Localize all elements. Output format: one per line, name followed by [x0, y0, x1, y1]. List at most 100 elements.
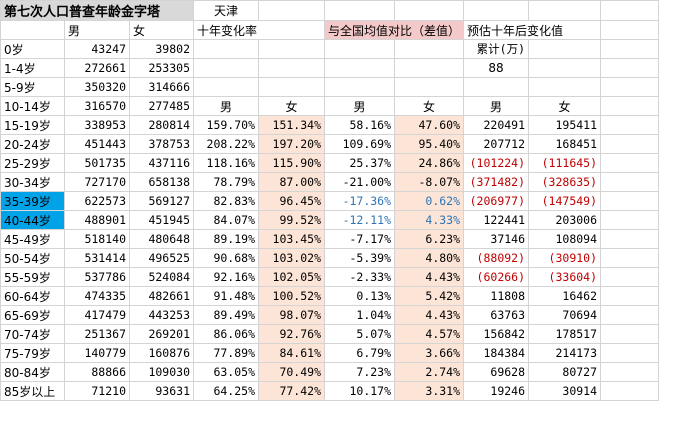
forecast-male-cell[interactable]: 88 [463, 58, 530, 78]
forecast-female-cell[interactable]: 80727 [528, 362, 602, 382]
male-count-cell[interactable]: 501735 [64, 153, 130, 173]
forecast-female-cell[interactable]: 168451 [528, 134, 602, 154]
female-count-cell[interactable]: 451945 [129, 210, 194, 230]
age-cell[interactable]: 5-9岁 [0, 77, 65, 97]
age-cell[interactable]: 55-59岁 [0, 267, 65, 287]
diff-female-cell[interactable]: 47.60% [394, 115, 465, 135]
male-count-cell[interactable]: 316570 [64, 96, 130, 116]
age-cell[interactable]: 40-44岁 [0, 210, 65, 230]
empty-cell[interactable] [600, 172, 660, 192]
change-female-cell[interactable]: 103.02% [258, 248, 325, 268]
forecast-male-cell[interactable]: 220491 [463, 115, 530, 135]
empty-cell[interactable] [600, 286, 660, 306]
change-female-cell[interactable]: 102.05% [258, 267, 325, 287]
change-female-cell[interactable]: 70.49% [258, 362, 325, 382]
male-count-cell[interactable]: 71210 [64, 381, 130, 401]
header-male[interactable]: 男 [64, 20, 130, 40]
change-female-cell[interactable]: 92.76% [258, 324, 325, 344]
empty-cell[interactable] [600, 362, 660, 382]
change-male-cell[interactable]: 91.48% [193, 286, 259, 306]
male-count-cell[interactable]: 43247 [64, 39, 130, 59]
header-forecast[interactable]: 预估十年后变化值 [463, 20, 602, 40]
diff-male-cell[interactable]: -2.33% [323, 267, 396, 287]
diff-female-cell[interactable]: 0.62% [394, 191, 465, 211]
age-cell[interactable]: 35-39岁 [0, 191, 65, 211]
change-female-cell[interactable]: 103.45% [258, 229, 325, 249]
empty-cell[interactable] [600, 77, 660, 97]
diff-male-cell[interactable]: -12.11% [323, 210, 396, 230]
forecast-male-cell[interactable]: 11808 [463, 286, 530, 306]
female-count-cell[interactable]: 277485 [129, 96, 194, 116]
diff-female-cell[interactable]: 4.43% [394, 267, 465, 287]
empty-cell[interactable] [600, 248, 660, 268]
change-female-cell[interactable]: 96.45% [258, 191, 325, 211]
diff-female-cell[interactable]: 4.43% [394, 305, 465, 325]
female-count-cell[interactable]: 524084 [129, 267, 194, 287]
age-cell[interactable]: 0岁 [0, 39, 65, 59]
diff-female-cell[interactable]: 3.66% [394, 343, 465, 363]
empty-cell[interactable] [600, 343, 660, 363]
diff-female-cell[interactable]: 95.40% [394, 134, 465, 154]
change-female-cell[interactable]: 99.52% [258, 210, 325, 230]
change-male-cell[interactable]: 90.68% [193, 248, 259, 268]
forecast-male-cell[interactable]: (371482) [463, 172, 530, 192]
diff-male-cell[interactable]: 10.17% [323, 381, 396, 401]
age-cell[interactable]: 60-64岁 [0, 286, 65, 306]
diff-female-cell[interactable]: 4.80% [394, 248, 465, 268]
male-count-cell[interactable]: 251367 [64, 324, 130, 344]
diff-female-cell[interactable] [394, 39, 465, 59]
male-count-cell[interactable]: 417479 [64, 305, 130, 325]
diff-male-cell[interactable]: 男 [323, 96, 396, 116]
forecast-male-cell[interactable]: 累计(万) [463, 39, 530, 59]
age-cell[interactable]: 50-54岁 [0, 248, 65, 268]
male-count-cell[interactable]: 622573 [64, 191, 130, 211]
forecast-female-cell[interactable]: 16462 [528, 286, 602, 306]
change-male-cell[interactable]: 89.49% [193, 305, 259, 325]
age-cell[interactable]: 30-34岁 [0, 172, 65, 192]
female-count-cell[interactable]: 269201 [129, 324, 194, 344]
diff-female-cell[interactable]: 4.57% [394, 324, 465, 344]
empty-cell[interactable] [600, 324, 660, 344]
header-vs-national[interactable]: 与全国均值对比（差值） [323, 20, 465, 40]
sheet-title[interactable]: 第七次人口普查年龄金字塔 [0, 0, 194, 21]
empty-cell[interactable] [600, 191, 660, 211]
female-count-cell[interactable]: 482661 [129, 286, 194, 306]
forecast-female-cell[interactable] [528, 77, 602, 97]
male-count-cell[interactable]: 537786 [64, 267, 130, 287]
diff-male-cell[interactable]: 0.13% [323, 286, 396, 306]
diff-male-cell[interactable] [323, 58, 396, 78]
change-female-cell[interactable]: 98.07% [258, 305, 325, 325]
forecast-female-cell[interactable] [528, 58, 602, 78]
male-count-cell[interactable]: 727170 [64, 172, 130, 192]
change-male-cell[interactable] [193, 58, 259, 78]
female-count-cell[interactable]: 378753 [129, 134, 194, 154]
age-cell[interactable]: 20-24岁 [0, 134, 65, 154]
change-male-cell[interactable]: 77.89% [193, 343, 259, 363]
forecast-female-cell[interactable]: (111645) [528, 153, 602, 173]
diff-female-cell[interactable]: 3.31% [394, 381, 465, 401]
diff-female-cell[interactable]: 24.86% [394, 153, 465, 173]
change-male-cell[interactable]: 208.22% [193, 134, 259, 154]
forecast-male-cell[interactable] [463, 77, 530, 97]
forecast-male-cell[interactable]: (101224) [463, 153, 530, 173]
change-female-cell[interactable]: 女 [258, 96, 325, 116]
change-female-cell[interactable]: 84.61% [258, 343, 325, 363]
forecast-female-cell[interactable]: (328635) [528, 172, 602, 192]
forecast-male-cell[interactable]: 156842 [463, 324, 530, 344]
empty-cell[interactable] [600, 39, 660, 59]
forecast-female-cell[interactable]: (30910) [528, 248, 602, 268]
change-male-cell[interactable] [193, 39, 259, 59]
male-count-cell[interactable]: 338953 [64, 115, 130, 135]
forecast-female-cell[interactable]: 195411 [528, 115, 602, 135]
male-count-cell[interactable]: 451443 [64, 134, 130, 154]
change-male-cell[interactable]: 78.79% [193, 172, 259, 192]
forecast-male-cell[interactable]: 184384 [463, 343, 530, 363]
forecast-male-cell[interactable]: 207712 [463, 134, 530, 154]
change-male-cell[interactable]: 92.16% [193, 267, 259, 287]
change-female-cell[interactable]: 87.00% [258, 172, 325, 192]
change-female-cell[interactable] [258, 58, 325, 78]
diff-male-cell[interactable]: 6.79% [323, 343, 396, 363]
forecast-male-cell[interactable]: 69628 [463, 362, 530, 382]
forecast-male-cell[interactable]: 19246 [463, 381, 530, 401]
age-cell[interactable]: 25-29岁 [0, 153, 65, 173]
